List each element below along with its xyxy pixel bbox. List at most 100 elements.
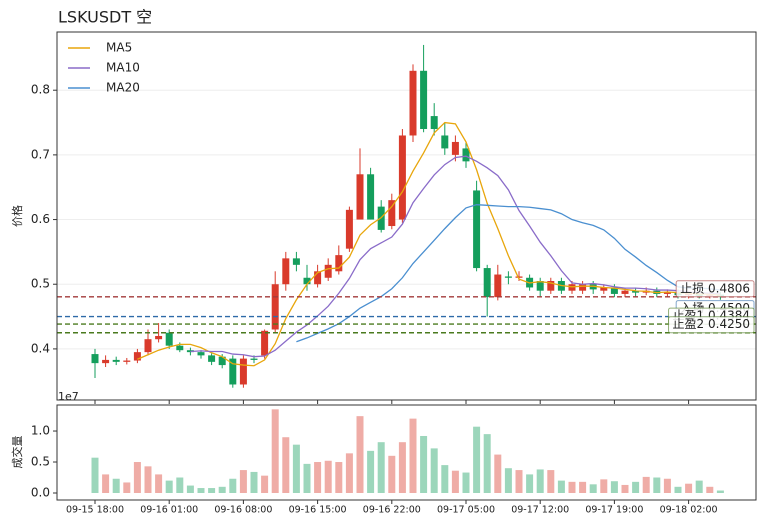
volume-bar (621, 484, 629, 493)
y-tick-label: 0.8 (31, 83, 50, 97)
level-label: 止盈2 0.4250 (673, 317, 750, 331)
volume-bar (483, 434, 491, 493)
volume-bar (155, 474, 163, 493)
candle-body (494, 274, 502, 298)
candle-body (123, 360, 131, 362)
volume-y-tick-label: 0.5 (31, 455, 50, 469)
y-tick-label: 0.4 (31, 341, 50, 355)
candle-body (112, 359, 120, 362)
volume-axis-label: 成交量 (10, 436, 24, 469)
candle-body (271, 284, 279, 330)
volume-bar (504, 468, 512, 493)
candle-body (515, 276, 523, 278)
candle-body (335, 255, 343, 272)
volume-y-tick-label: 1.0 (31, 424, 50, 438)
volume-bar (579, 481, 587, 493)
candle-body (282, 258, 290, 285)
candle-body (430, 116, 438, 130)
x-tick-label: 09-18 02:00 (660, 505, 718, 516)
candle-body (420, 70, 428, 130)
x-tick-label: 09-17 12:00 (511, 505, 569, 516)
candle-body (632, 290, 640, 293)
legend-label: MA5 (106, 41, 132, 55)
legend-label: MA20 (106, 81, 140, 95)
volume-bar (91, 457, 99, 493)
ma-line (137, 121, 721, 367)
level-label-box (675, 280, 755, 298)
candle-body (483, 268, 491, 298)
y-axis-label: 价格 (10, 205, 24, 227)
volume-bar (695, 480, 703, 493)
candle-body (314, 271, 322, 285)
candle-body (367, 174, 375, 220)
x-tick-label: 09-16 15:00 (289, 505, 347, 516)
volume-bar (123, 482, 131, 493)
volume-bar (261, 475, 269, 493)
volume-bar (589, 484, 597, 493)
volume-bar (430, 448, 438, 493)
x-tick-label: 09-17 19:00 (585, 505, 643, 516)
candle-body (324, 264, 332, 278)
candle-body (579, 284, 587, 291)
candle-body (473, 190, 481, 269)
candle-body (239, 358, 247, 385)
candle-body (451, 141, 459, 155)
candle-body (356, 174, 364, 220)
volume-bar (314, 462, 322, 493)
y-tick-label: 0.5 (31, 277, 50, 291)
volume-bar (409, 418, 417, 493)
candle-body (663, 291, 671, 294)
volume-bar (674, 486, 682, 493)
candle-body (398, 135, 406, 220)
volume-bar (303, 463, 311, 493)
volume-bar (642, 476, 650, 493)
candle-body (102, 359, 110, 364)
volume-bar (197, 488, 205, 493)
candle-body (261, 330, 269, 356)
plot-frame (56, 31, 757, 401)
volume-bar (208, 488, 216, 493)
candle-body (504, 276, 512, 278)
candle-body (218, 356, 226, 366)
volume-bar (632, 481, 640, 493)
volume-bar (282, 437, 290, 493)
candle-body (303, 277, 311, 285)
candle-body (441, 135, 449, 149)
candle-body (610, 287, 618, 294)
candle-body (208, 355, 216, 362)
candle-body (197, 352, 205, 356)
volume-bar (568, 481, 576, 493)
candle-body (409, 70, 417, 136)
candle-body (133, 352, 141, 361)
y-tick-label: 0.7 (31, 147, 50, 161)
candle-body (547, 280, 555, 291)
volume-bar (218, 486, 226, 493)
candle-body (155, 335, 163, 340)
volume-bar (112, 478, 120, 493)
x-tick-label: 09-16 22:00 (363, 505, 421, 516)
volume-bar (547, 470, 555, 493)
chart-title: LSKUSDT 空 (58, 8, 152, 27)
volume-bar (441, 465, 449, 493)
volume-bar (398, 442, 406, 493)
volume-bar (706, 486, 714, 493)
volume-bar (451, 470, 459, 493)
y-tick-label: 0.6 (31, 212, 50, 226)
volume-bar (420, 435, 428, 493)
volume-y-tick-label: 0.0 (31, 486, 50, 500)
candle-body (345, 209, 353, 249)
volume-bar (600, 479, 608, 493)
volume-bar (653, 477, 661, 493)
x-tick-label: 09-16 08:00 (214, 505, 272, 516)
volume-bar (345, 453, 353, 493)
volume-bar (663, 478, 671, 493)
candle-body (462, 148, 470, 162)
level-label-box (668, 316, 755, 334)
volume-bar (133, 462, 141, 493)
volume-bar (473, 426, 481, 493)
volume-bar (462, 472, 470, 493)
volume-bar (685, 483, 693, 493)
volume-bar (367, 450, 375, 493)
